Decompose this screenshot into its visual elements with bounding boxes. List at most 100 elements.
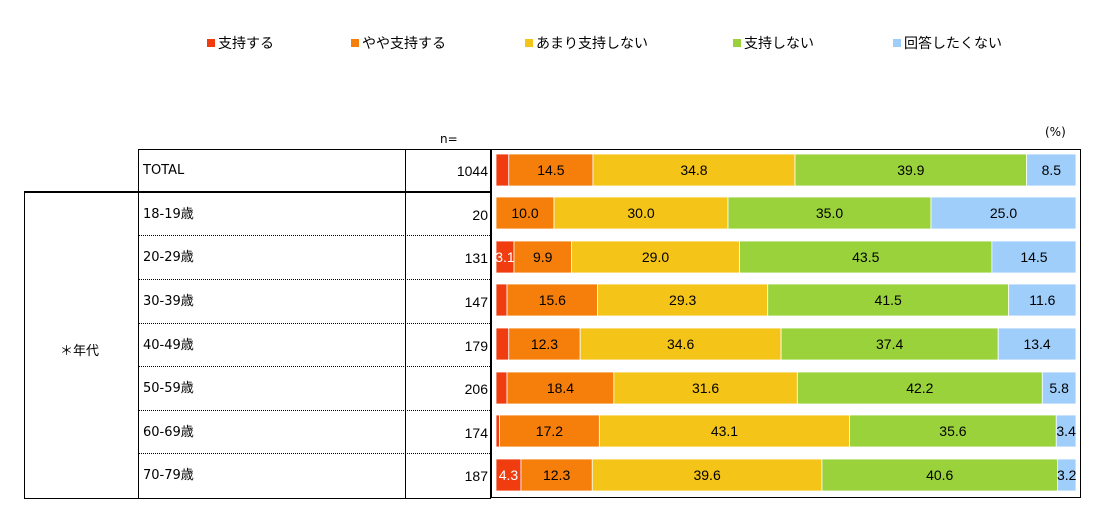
bar-segment	[1041, 371, 1077, 405]
bar-value-label: 14.5	[537, 162, 564, 178]
legend-label: やや支持する	[362, 36, 446, 52]
bar-value-label: 40.6	[926, 467, 953, 483]
row-n-value: 179	[464, 337, 488, 354]
row-separator	[139, 366, 490, 367]
row-n-value: 206	[464, 380, 488, 397]
bar-segment	[794, 153, 1028, 187]
bar-segment	[506, 283, 599, 317]
bar-value-label: 3.4	[1056, 423, 1076, 439]
bar-segment	[739, 240, 993, 274]
bar-segment	[796, 371, 1043, 405]
bar-value-label: 31.6	[692, 380, 719, 396]
bar-segment	[495, 414, 500, 448]
row-label: 30-39歳	[143, 293, 194, 309]
bar-segment	[997, 327, 1077, 361]
bar-segment	[598, 414, 850, 448]
row-separator	[139, 235, 490, 236]
total-separator	[24, 191, 491, 193]
row-label: TOTAL	[143, 162, 185, 178]
label-column-left-border	[138, 149, 139, 498]
row-n-value: 20	[472, 206, 488, 223]
bar-value-label: 30.0	[627, 205, 654, 221]
bar-value-label: 13.4	[1023, 336, 1050, 352]
bar-segment	[930, 196, 1077, 230]
bar-value-label: 9.9	[533, 249, 553, 265]
row-label: 18-19歳	[143, 206, 194, 222]
bar-segment	[495, 458, 522, 492]
bar-segment	[1026, 153, 1077, 187]
bar-segment	[513, 240, 572, 274]
legend-item: あまり支持しない	[525, 35, 648, 52]
bar-segment	[597, 283, 769, 317]
bar-segment	[821, 458, 1058, 492]
bar-segment	[499, 414, 600, 448]
legend: 支持する やや支持する あまり支持しない 支持しない 回答したくない	[0, 0, 1112, 60]
n-column-right-border	[490, 149, 491, 498]
row-separator	[139, 410, 490, 411]
group-left-border	[24, 191, 25, 498]
bar-value-label: 35.0	[816, 205, 843, 221]
bar-segment	[495, 371, 508, 405]
bar-segment	[591, 458, 823, 492]
table-bottom-border	[24, 498, 491, 499]
bar-value-label: 5.8	[1049, 380, 1069, 396]
row-label: 70-79歳	[143, 467, 194, 483]
bar-value-label: 11.6	[1029, 292, 1055, 308]
bar-value-label: 12.3	[543, 467, 570, 483]
bar-segment	[520, 458, 593, 492]
legend-swatch	[893, 39, 901, 47]
legend-swatch	[733, 39, 741, 47]
bar-value-label: 8.5	[1042, 162, 1062, 178]
bar-value-label: 41.5	[875, 292, 902, 308]
legend-item: やや支持する	[351, 35, 446, 52]
bar-value-label: 3.2	[1057, 467, 1077, 483]
bar-value-label: 15.6	[539, 292, 566, 308]
bar-segment	[767, 283, 1010, 317]
bar-segment	[991, 240, 1077, 274]
bar-value-label: 14.5	[1020, 249, 1047, 265]
bar-value-label: 42.2	[906, 380, 933, 396]
bar-segment	[592, 153, 796, 187]
bar-value-label: 43.1	[711, 423, 738, 439]
row-label: 50-59歳	[143, 380, 194, 396]
legend-label: あまり支持しない	[536, 36, 648, 52]
row-separator	[139, 453, 490, 454]
row-label: 60-69歳	[143, 424, 194, 440]
bar-value-label: 35.6	[939, 423, 966, 439]
row-n-value: 174	[464, 424, 488, 441]
bar-segment	[508, 153, 594, 187]
bar-segment	[579, 327, 782, 361]
age-group-label: ＊年代	[60, 344, 100, 359]
bar-value-label: 43.5	[852, 249, 879, 265]
row-n-value: 131	[464, 249, 488, 266]
bar-value-label: 10.0	[511, 205, 538, 221]
legend-label: 支持する	[218, 36, 274, 52]
bar-segment	[1055, 414, 1077, 448]
row-label: 40-49歳	[143, 337, 194, 353]
bar-value-label: 17.2	[536, 423, 563, 439]
row-separator	[139, 323, 490, 324]
bar-segment	[571, 240, 741, 274]
legend-label: 支持しない	[744, 36, 814, 52]
row-n-value: 147	[464, 293, 488, 310]
n-column-header: n=	[440, 132, 458, 146]
bar-value-label: 39.9	[897, 162, 924, 178]
row-separator	[139, 279, 490, 280]
legend-label: 回答したくない	[904, 36, 1002, 52]
bar-value-label: 34.6	[667, 336, 694, 352]
bar-value-label: 12.3	[531, 336, 558, 352]
legend-item: 支持しない	[733, 35, 814, 52]
bar-value-label: 29.0	[642, 249, 669, 265]
row-n-value: 187	[464, 467, 488, 484]
row-label: 20-29歳	[143, 249, 194, 265]
bar-value-label: 4.3	[499, 467, 519, 483]
legend-swatch	[207, 39, 215, 47]
legend-item: 回答したくない	[893, 35, 1002, 52]
bar-value-label: 18.4	[547, 380, 574, 396]
bar-segment	[780, 327, 999, 361]
bar-value-label: 25.0	[990, 205, 1017, 221]
bar-segment	[613, 371, 798, 405]
bar-value-label: 3.1	[495, 249, 515, 265]
